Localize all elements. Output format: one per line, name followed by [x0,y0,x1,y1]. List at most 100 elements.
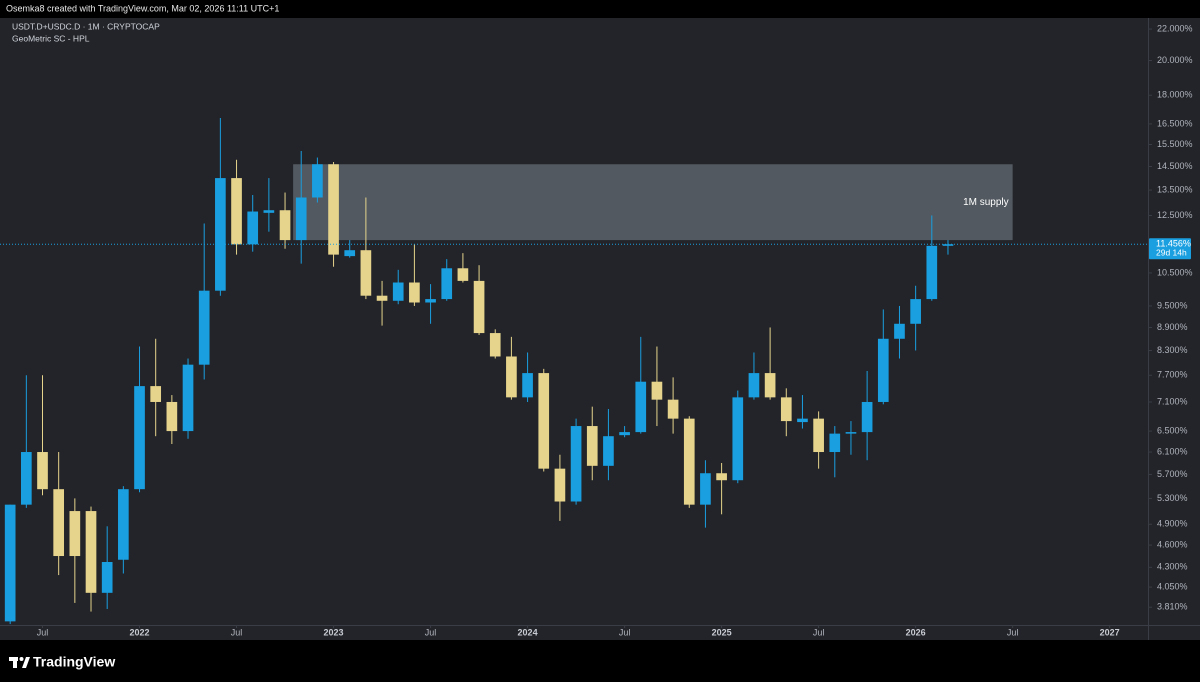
x-tick-label: Jul [37,627,49,637]
y-tick-label: 12.500% [1157,210,1193,220]
y-tick-label: 4.050% [1157,581,1188,591]
y-tick-label: 3.810% [1157,602,1188,612]
candle-body [651,381,663,400]
y-tick-label: 9.500% [1157,300,1188,310]
y-tick-label: 6.500% [1157,425,1188,435]
y-tick-label: 20.000% [1157,55,1193,65]
y-tick-label: 22.000% [1157,23,1193,33]
indicator: GeoMetric SC - HPL [12,33,90,43]
candle-body [619,432,630,436]
x-tick-label: 2027 [1100,627,1120,637]
x-tick-label: Jul [425,627,437,637]
candle-body [861,401,873,433]
candle-body [21,452,32,505]
candle-body [797,418,808,423]
candle-body [134,386,145,490]
price-tag [1149,238,1191,260]
candle-body [360,250,372,296]
y-tick-label: 4.900% [1157,519,1188,529]
brand: TradingView [33,654,115,670]
candle-body [182,364,194,432]
y-tick-label: 15.500% [1157,139,1193,149]
candle-body [829,433,841,453]
candle-body [425,299,436,303]
x-tick-label: 2023 [324,627,344,637]
y-tick-label: 7.100% [1157,396,1188,406]
candle-body [231,178,242,245]
candle-body [85,511,97,593]
y-tick-label: 4.600% [1157,539,1188,549]
y-tick-label: 18.000% [1157,90,1193,100]
supply-zone [293,164,1013,241]
candle-body [37,452,48,490]
y-tick-label: 6.100% [1157,446,1188,456]
candle-body [780,397,792,422]
x-tick-label: Jul [813,627,825,637]
y-tick-label: 10.500% [1157,267,1193,277]
y-tick-label: 7.700% [1157,370,1188,380]
x-tick-label: Jul [619,627,631,637]
logo [9,657,30,668]
candle-body [215,178,226,291]
candle-body [312,164,323,198]
candle-body [101,562,113,593]
candle-body [748,373,760,398]
candle-body [409,282,420,303]
x-tick-label: Jul [1007,627,1019,637]
candle-body [877,338,889,402]
candle-body [700,473,711,505]
candle-body [247,211,259,245]
candle-body [845,432,857,434]
symbol: USDT.D+USDC.D · 1M · CRYPTOCAP [12,21,160,31]
candle-body [198,290,210,365]
candle-body [473,280,485,334]
candle-body [150,386,162,402]
axes: 22.000% 20.000% 18.000% 16.500% 15.500% 14.50… [37,23,1193,637]
x-tick-label: 2026 [906,627,926,637]
candle-body [522,373,533,398]
candle-body [667,399,679,419]
candle-body [166,401,178,432]
candle-body [683,418,695,505]
y-tick-label: 14.500% [1157,161,1193,171]
candle-body [910,299,921,324]
price-tag-label: 11.456% [1156,239,1191,249]
candle-body [69,511,81,557]
candle-body [570,426,582,502]
candle-body [506,356,517,398]
y-tick-label: 5.700% [1157,469,1188,479]
candle-body [554,468,566,502]
pane [0,18,1200,640]
candle-body [894,323,905,339]
candle-body [263,210,275,213]
y-tick-label: 4.300% [1157,562,1188,572]
credit: Osemka8 created with TradingView.com, Ma… [6,3,279,13]
x-tick-label: Jul [231,627,243,637]
candle-body [635,381,647,433]
candle-body [716,473,727,481]
candle-body [376,295,388,301]
candle-body [118,489,129,560]
x-tick-label: 2025 [712,627,732,637]
y-tick-label: 8.300% [1157,345,1188,355]
candle-body [764,373,776,398]
candle-body [4,504,16,622]
candle-body [489,333,501,357]
countdown: 29d 14h [1156,247,1187,257]
candle-body [53,489,65,557]
plot-area: 1M supply [0,117,1148,625]
candle-body [279,210,291,241]
candle-body [538,373,550,469]
y-tick-label: 16.500% [1157,118,1193,128]
candle-body [392,282,404,301]
candle-body [344,250,356,257]
candle-body [942,244,954,246]
candle-body [926,245,938,300]
supply-label: 1M supply [963,197,1009,208]
y-tick-label: 5.300% [1157,493,1188,503]
candle-body [586,426,598,466]
x-tick-label: 2022 [130,627,150,637]
candle-body [457,268,469,281]
